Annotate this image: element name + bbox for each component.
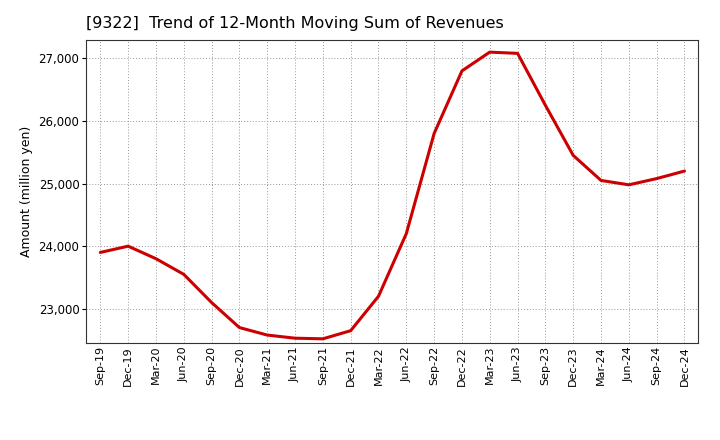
Text: [9322]  Trend of 12-Month Moving Sum of Revenues: [9322] Trend of 12-Month Moving Sum of R…: [86, 16, 504, 32]
Y-axis label: Amount (million yen): Amount (million yen): [20, 126, 33, 257]
